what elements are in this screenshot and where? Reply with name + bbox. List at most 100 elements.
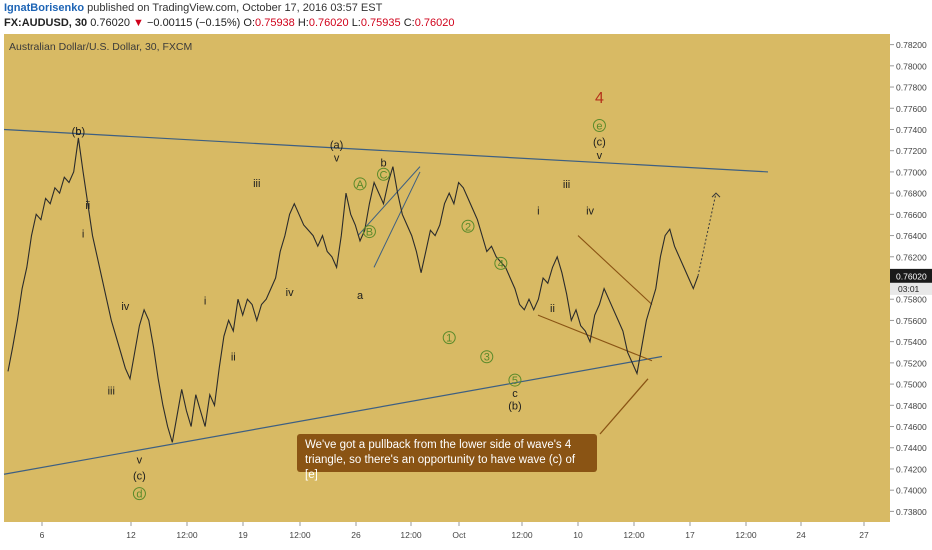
x-tick-label: 12 [126,530,136,540]
wedge-upper-line [577,235,653,305]
y-tick-label: 0.76200 [896,252,927,262]
x-tick-label: 12:00 [511,530,533,540]
chart-header: IgnatBorisenko published on TradingView.… [0,0,932,32]
wave-label: 2 [465,221,471,233]
wave-label: C [380,169,388,181]
x-tick-label: 19 [238,530,248,540]
wave-label: d [136,489,142,501]
wave-label: a [357,290,364,302]
y-tick-label: 0.77000 [896,167,927,177]
close-label: C: [403,17,415,29]
wave-circle [132,487,146,501]
wave-label: iv [121,301,129,313]
wave-label: (c) [133,471,146,483]
ohlc-line: FX:AUDUSD, 30 0.76020 ▼ −0.00115 (−0.15%… [4,17,454,29]
last-price-tag [890,268,932,283]
analysis-callout: We've got a pullback from the lower side… [297,434,597,481]
countdown-tag [890,282,932,295]
wave-label: iv [586,205,594,217]
wave-label: b [380,158,386,170]
y-tick-label: 0.78200 [896,40,927,50]
x-tick-label: 10 [573,530,583,540]
wave-label: c [76,126,82,138]
low-value: 0.75935 [360,17,401,29]
wave-label: ii [85,200,90,212]
open-label: O: [243,17,256,29]
x-tick-label: 17 [685,530,695,540]
wave-label: i [537,205,539,217]
y-tick-label: 0.75200 [896,358,927,368]
last-price: 0.76020 [90,17,130,29]
wave-label: v [597,150,603,162]
chart-title: Australian Dollar/U.S. Dollar, 30, FXCM [9,41,192,53]
y-tick-label: 0.74200 [896,464,927,474]
y-tick-label: 0.77200 [896,146,927,156]
y-tick-label: 0.75800 [896,295,927,305]
channel-line-2 [373,171,421,268]
x-tick-label: 12:00 [400,530,422,540]
wave-label: e [596,120,602,132]
callout-pointer [599,378,649,435]
triangle-upper-line [3,128,769,173]
wave-circle [494,256,508,270]
wave-label: ii [550,303,555,315]
x-tick-label: 6 [40,530,45,540]
wave-label: A [356,179,364,191]
y-tick-label: 0.77400 [896,125,927,135]
x-tick-label: 24 [796,530,806,540]
wave-label: v [137,455,143,467]
wave-label: (c) [593,136,606,148]
projection-arrow-head [711,192,721,198]
down-arrow-icon: ▼ [133,17,144,29]
author-link[interactable]: IgnatBorisenko [4,2,85,14]
wave-label: ii [231,352,236,364]
callout-line-2: triangle, so there's an opportunity to h… [305,454,576,481]
wave-circle [508,373,522,387]
channel-line-1 [357,166,421,236]
x-axis-ticks: 6 12 12:00 19 12:00 26 12:00 Oct 12:00 10 12:00 17 1… [40,522,869,540]
wave-label: i [204,296,206,308]
wave-label: iii [563,179,570,191]
wave-label: 5 [512,375,518,387]
triangle-lower-line [3,355,663,475]
wedge-lower-line [537,314,653,362]
y-tick-label: 0.74400 [896,443,927,453]
wave-label: (b) [72,126,85,138]
y-tick-label: 0.74600 [896,422,927,432]
low-label: L: [351,17,361,29]
publish-info: published on TradingView.com, October 17… [87,2,383,14]
time-axis [0,522,932,550]
wave-circle [362,225,376,239]
wave-circle [592,118,606,132]
wave-label: B [366,227,373,239]
wave-label: iii [253,178,260,190]
wave-label: (b) [508,401,521,413]
wave-circle [377,167,391,181]
x-tick-label: 26 [351,530,361,540]
y-tick-label: 0.74000 [896,486,927,496]
x-tick-label: 12:00 [289,530,311,540]
y-tick-label: 0.78000 [896,61,927,71]
x-tick-label: 12:00 [735,530,757,540]
price-change: −0.00115 (−0.15%) [146,17,241,29]
close-value: 0.76020 [414,17,455,29]
y-tick-label: 0.76800 [896,189,927,199]
wave-circle [480,350,494,364]
symbol-label: FX:AUDUSD, 30 [4,17,88,29]
last-price-label: 0.76020 [896,271,927,281]
callout-line-1: We've got a pullback from the lower side… [305,439,572,451]
x-tick-label: 27 [859,530,869,540]
wave-label: iv [286,287,294,299]
y-tick-label: 0.77600 [896,104,927,114]
price-line [7,137,699,443]
wave-label: v [334,152,340,164]
wave-label: 4 [595,90,604,107]
wave-label: iii [108,386,115,398]
y-tick-label: 0.73800 [896,507,927,517]
high-label: H: [297,17,309,29]
wave-label: c [512,388,518,400]
wave-circle [461,219,475,233]
wave-circle [442,331,456,345]
y-tick-label: 0.77800 [896,83,927,93]
y-tick-label: 0.75600 [896,316,927,326]
